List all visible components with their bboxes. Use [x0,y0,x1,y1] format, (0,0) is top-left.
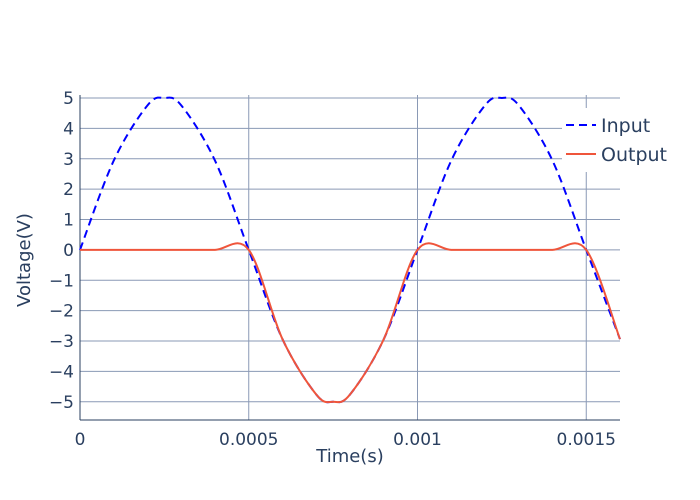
y-tick-label: −1 [49,271,74,291]
y-tick-label: 5 [63,89,74,109]
legend-label-output[interactable]: Output [601,144,667,166]
plot-area [79,96,621,404]
y-tick-label: 3 [63,150,74,170]
y-tick-label: 0 [63,241,74,261]
y-tick-label: −2 [49,302,74,322]
series-line-output [80,242,621,404]
legend[interactable]: Input Output [562,108,674,172]
x-tick-label: 0 [75,430,86,450]
y-tick-label: 4 [63,119,74,139]
grid [79,95,620,421]
y-tick-label: 1 [63,211,74,231]
y-axis-title: Voltage(V) [14,213,35,307]
y-tick-label: −5 [49,393,74,413]
y-tick-label: 2 [63,180,74,200]
legend-label-input[interactable]: Input [601,115,650,137]
x-axis-title: Time(s) [315,446,383,467]
x-tick-label: 0.001 [393,430,442,450]
y-tick-label: −4 [49,362,74,382]
legend-box [562,108,674,172]
y-tick-label: −3 [49,332,74,352]
x-tick-label: 0.0015 [557,430,616,450]
x-tick-label: 0.0005 [219,430,278,450]
